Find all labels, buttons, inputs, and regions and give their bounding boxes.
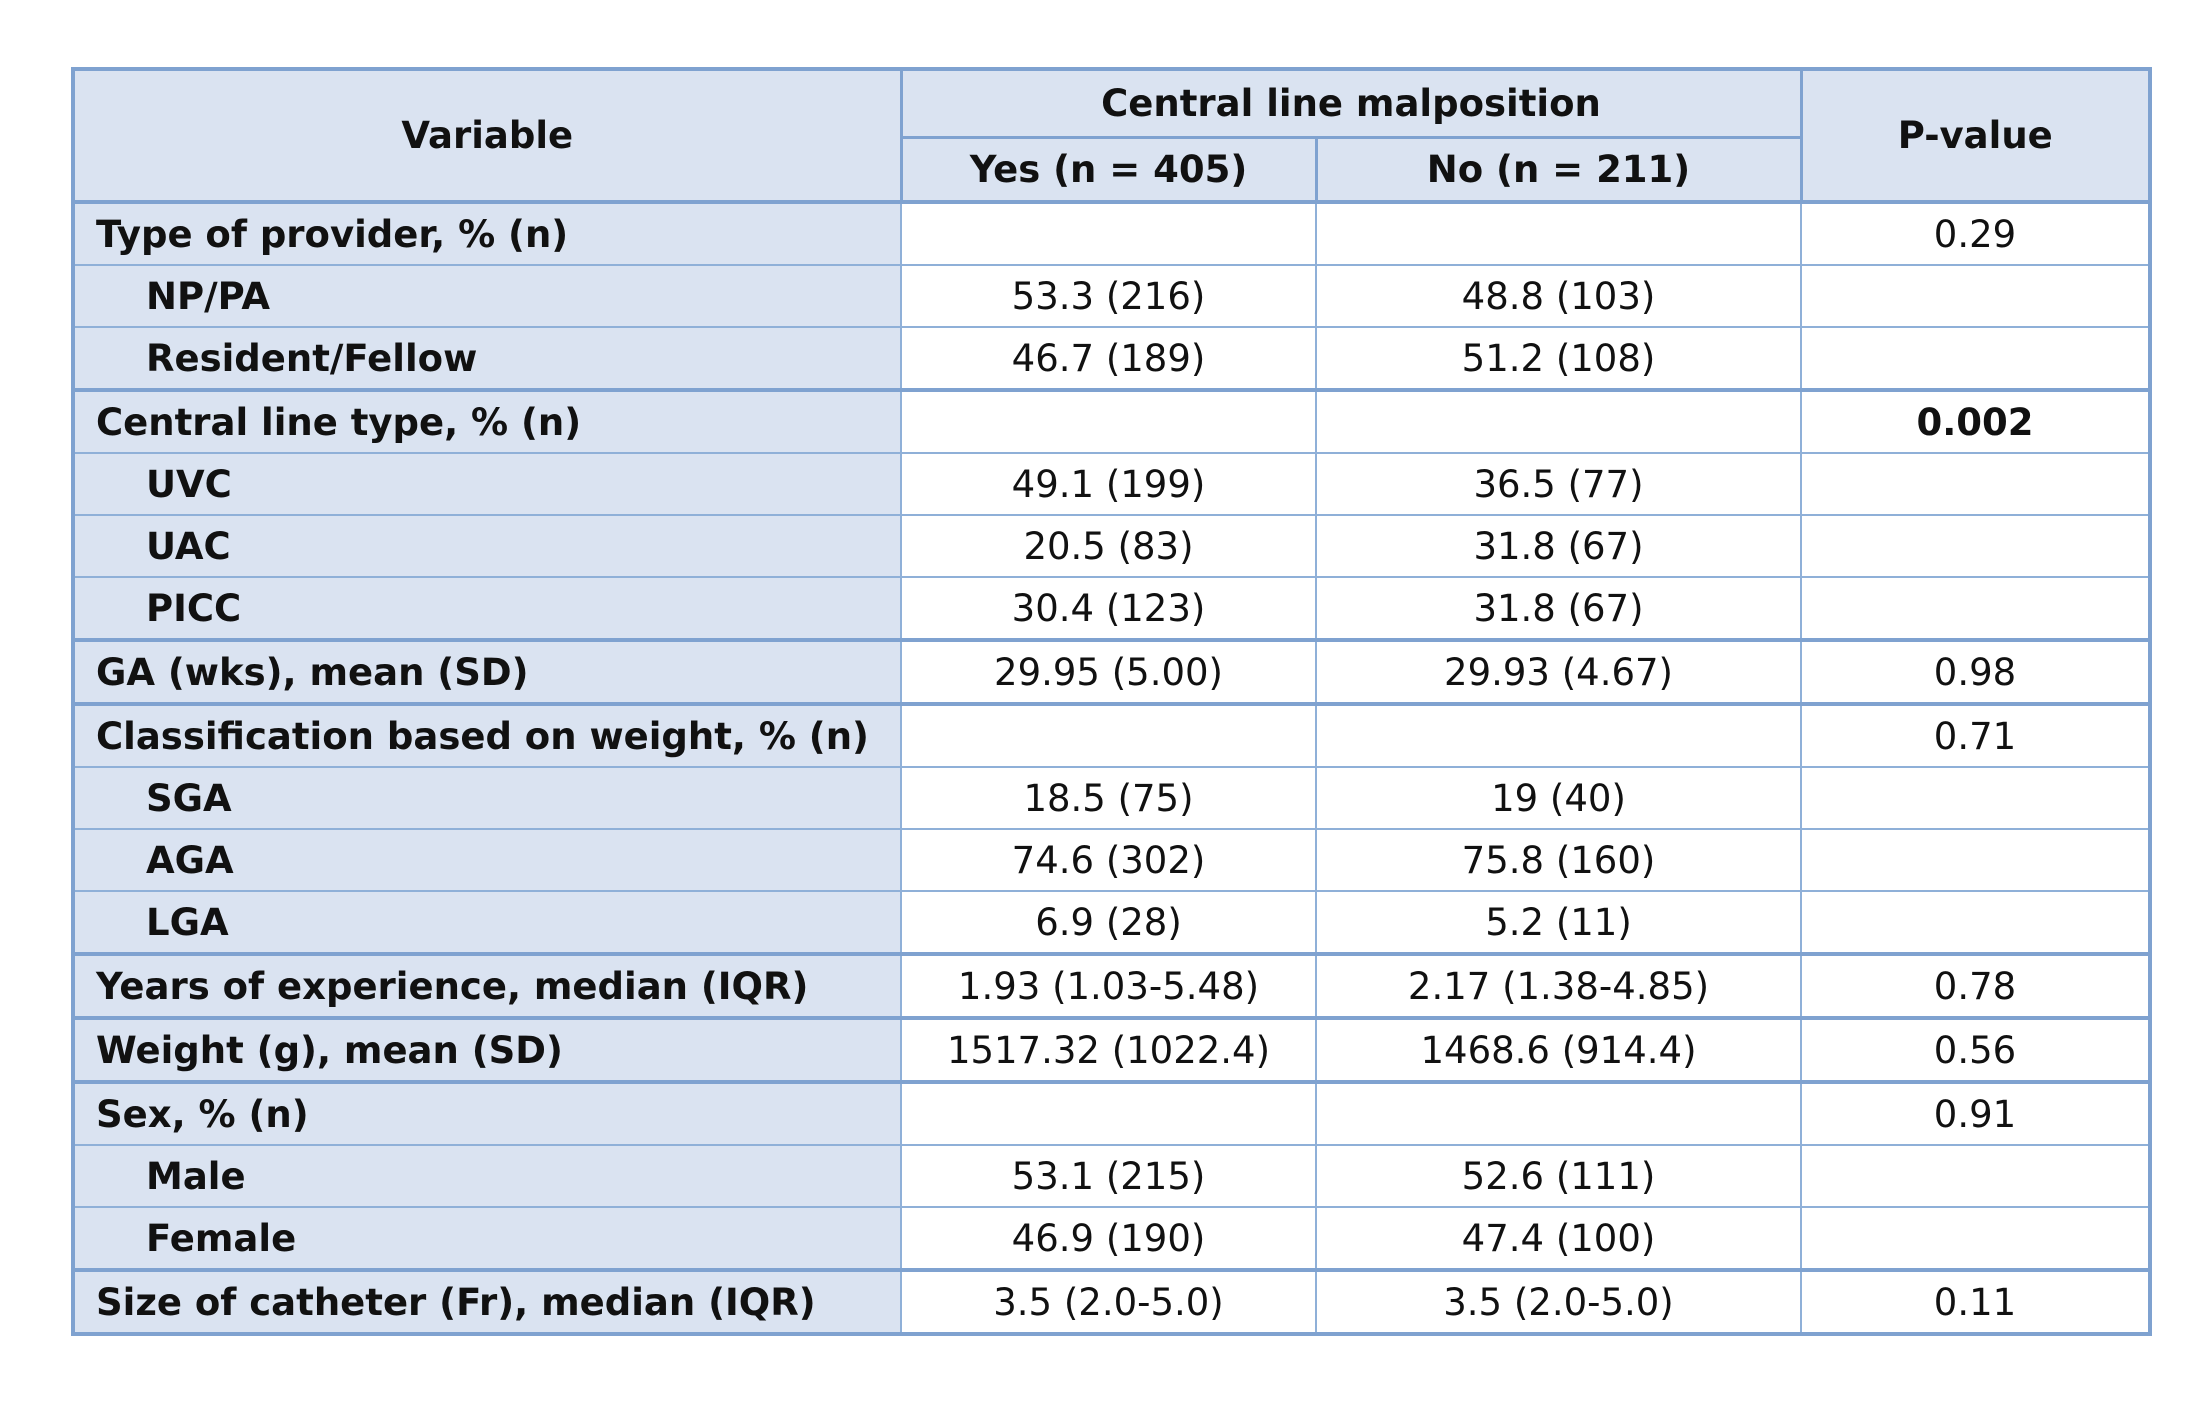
- variable-cell: LGA: [72, 891, 902, 954]
- header-no: No (n = 211): [1314, 136, 1803, 204]
- pvalue-cell: 0.002: [1800, 390, 2151, 453]
- no-value-cell: [1315, 390, 1802, 453]
- variable-cell: Classification based on weight, % (n): [72, 704, 902, 767]
- pvalue-cell: 0.29: [1800, 202, 2151, 265]
- table-body: Type of provider, % (n) 0.29 NP/PA 53.3 (21…: [72, 202, 2151, 1334]
- table-row: Resident/Fellow 46.7 (189) 51.2 (108): [72, 327, 2151, 390]
- no-value-cell: 2.17 (1.38-4.85): [1315, 954, 1802, 1018]
- variable-cell: NP/PA: [72, 265, 902, 327]
- table-row: Classification based on weight, % (n) 0.7…: [72, 704, 2151, 767]
- variable-cell: SGA: [72, 767, 902, 829]
- table-row: AGA 74.6 (302) 75.8 (160): [72, 829, 2151, 891]
- variable-cell: UVC: [72, 453, 902, 515]
- pvalue-cell: [1800, 327, 2151, 390]
- no-value-cell: 47.4 (100): [1315, 1207, 1802, 1270]
- yes-value-cell: 53.3 (216): [900, 265, 1317, 327]
- no-value-cell: [1315, 704, 1802, 767]
- pvalue-cell: [1800, 1145, 2151, 1207]
- yes-value-cell: [900, 202, 1317, 265]
- yes-value-cell: 6.9 (28): [900, 891, 1317, 954]
- pvalue-cell: 0.78: [1800, 954, 2151, 1018]
- no-value-cell: [1315, 1082, 1802, 1145]
- yes-value-cell: [900, 1082, 1317, 1145]
- variable-cell: Size of catheter (Fr), median (IQR): [72, 1270, 902, 1334]
- table-header: Variable Central line malposition P-valu…: [71, 67, 2152, 204]
- pvalue-cell: [1800, 891, 2151, 954]
- variable-cell: Sex, % (n): [72, 1082, 902, 1145]
- no-value-cell: 52.6 (111): [1315, 1145, 1802, 1207]
- yes-value-cell: 30.4 (123): [900, 577, 1317, 640]
- variable-cell: Male: [72, 1145, 902, 1207]
- table-row: NP/PA 53.3 (216) 48.8 (103): [72, 265, 2151, 327]
- pvalue-cell: [1800, 1207, 2151, 1270]
- table-row: Sex, % (n) 0.91: [72, 1082, 2151, 1145]
- header-variable: Variable: [71, 67, 903, 204]
- yes-value-cell: 3.5 (2.0-5.0): [900, 1270, 1317, 1334]
- no-value-cell: 51.2 (108): [1315, 327, 1802, 390]
- no-value-cell: [1315, 202, 1802, 265]
- yes-value-cell: 46.7 (189): [900, 327, 1317, 390]
- table-row: Weight (g), mean (SD) 1517.32 (1022.4) 146…: [72, 1018, 2151, 1082]
- table-row: UAC 20.5 (83) 31.8 (67): [72, 515, 2151, 577]
- variable-cell: GA (wks), mean (SD): [72, 640, 902, 704]
- pvalue-cell: 0.11: [1800, 1270, 2151, 1334]
- pvalue-cell: [1800, 453, 2151, 515]
- table-row: PICC 30.4 (123) 31.8 (67): [72, 577, 2151, 640]
- variable-cell: Resident/Fellow: [72, 327, 902, 390]
- no-value-cell: 75.8 (160): [1315, 829, 1802, 891]
- data-table: Variable Central line malposition P-valu…: [71, 67, 2152, 1336]
- variable-cell: Central line type, % (n): [72, 390, 902, 453]
- table-row: UVC 49.1 (199) 36.5 (77): [72, 453, 2151, 515]
- pvalue-cell: 0.91: [1800, 1082, 2151, 1145]
- pvalue-cell: [1800, 577, 2151, 640]
- no-value-cell: 1468.6 (914.4): [1315, 1018, 1802, 1082]
- yes-value-cell: 18.5 (75): [900, 767, 1317, 829]
- table-row: LGA 6.9 (28) 5.2 (11): [72, 891, 2151, 954]
- table-row: Central line type, % (n) 0.002: [72, 390, 2151, 453]
- variable-cell: PICC: [72, 577, 902, 640]
- pvalue-cell: [1800, 829, 2151, 891]
- yes-value-cell: 53.1 (215): [900, 1145, 1317, 1207]
- yes-value-cell: 1517.32 (1022.4): [900, 1018, 1317, 1082]
- pvalue-cell: 0.71: [1800, 704, 2151, 767]
- yes-value-cell: 20.5 (83): [900, 515, 1317, 577]
- variable-cell: Type of provider, % (n): [72, 202, 902, 265]
- no-value-cell: 29.93 (4.67): [1315, 640, 1802, 704]
- yes-value-cell: 49.1 (199): [900, 453, 1317, 515]
- pvalue-cell: [1800, 265, 2151, 327]
- variable-cell: Weight (g), mean (SD): [72, 1018, 902, 1082]
- no-value-cell: 48.8 (103): [1315, 265, 1802, 327]
- variable-cell: UAC: [72, 515, 902, 577]
- table-row: Female 46.9 (190) 47.4 (100): [72, 1207, 2151, 1270]
- no-value-cell: 31.8 (67): [1315, 515, 1802, 577]
- yes-value-cell: 46.9 (190): [900, 1207, 1317, 1270]
- yes-value-cell: [900, 704, 1317, 767]
- pvalue-cell: [1800, 767, 2151, 829]
- table-row: SGA 18.5 (75) 19 (40): [72, 767, 2151, 829]
- table-row: GA (wks), mean (SD) 29.95 (5.00) 29.93 (4.…: [72, 640, 2151, 704]
- header-pvalue: P-value: [1799, 67, 2152, 204]
- yes-value-cell: 29.95 (5.00): [900, 640, 1317, 704]
- no-value-cell: 5.2 (11): [1315, 891, 1802, 954]
- variable-cell: AGA: [72, 829, 902, 891]
- variable-cell: Female: [72, 1207, 902, 1270]
- variable-cell: Years of experience, median (IQR): [72, 954, 902, 1018]
- no-value-cell: 3.5 (2.0-5.0): [1315, 1270, 1802, 1334]
- no-value-cell: 19 (40): [1315, 767, 1802, 829]
- table-row: Male 53.1 (215) 52.6 (111): [72, 1145, 2151, 1207]
- pvalue-cell: 0.56: [1800, 1018, 2151, 1082]
- header-group: Central line malposition: [899, 67, 1803, 139]
- pvalue-cell: [1800, 515, 2151, 577]
- table-row: Years of experience, median (IQR) 1.93 (1…: [72, 954, 2151, 1018]
- yes-value-cell: [900, 390, 1317, 453]
- header-yes: Yes (n = 405): [899, 136, 1318, 204]
- pvalue-cell: 0.98: [1800, 640, 2151, 704]
- yes-value-cell: 1.93 (1.03-5.48): [900, 954, 1317, 1018]
- table-row: Size of catheter (Fr), median (IQR) 3.5 (…: [72, 1270, 2151, 1334]
- no-value-cell: 31.8 (67): [1315, 577, 1802, 640]
- no-value-cell: 36.5 (77): [1315, 453, 1802, 515]
- yes-value-cell: 74.6 (302): [900, 829, 1317, 891]
- table-row: Type of provider, % (n) 0.29: [72, 202, 2151, 265]
